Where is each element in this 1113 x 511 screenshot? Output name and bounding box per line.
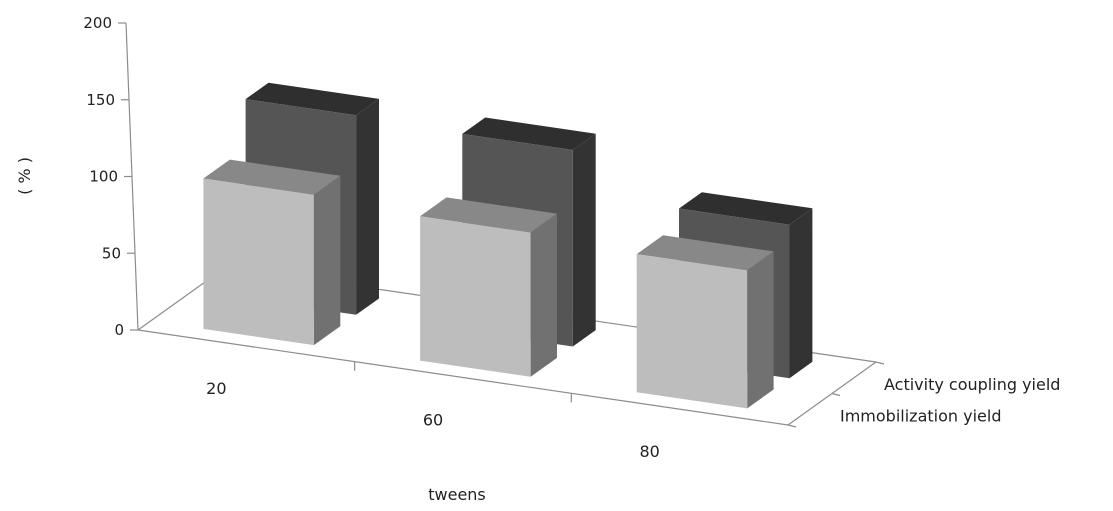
floor-front-edge bbox=[137, 329, 789, 426]
bar-front-face bbox=[636, 254, 748, 409]
bar-immobilization-20 bbox=[203, 159, 341, 346]
bar-front-face bbox=[420, 216, 531, 377]
depth-tick bbox=[875, 361, 885, 365]
y-tick-label: 150 bbox=[86, 91, 115, 109]
x-axis-title: tweens bbox=[428, 485, 486, 504]
y-tick-label: 100 bbox=[89, 168, 118, 186]
bar-immobilization-80 bbox=[636, 235, 774, 409]
bar-side-face bbox=[313, 175, 341, 346]
bar-side-face bbox=[747, 251, 774, 409]
labels: 0 50 100 150 200 20 60 80 Immobilization yield Ac… bbox=[83, 14, 1060, 461]
series-label: Activity coupling yield bbox=[884, 375, 1060, 394]
x-category-label: 80 bbox=[639, 442, 659, 461]
bar-side-face bbox=[356, 98, 379, 315]
bar-side-face bbox=[572, 133, 596, 347]
bar-top-face bbox=[245, 82, 379, 116]
bar-top-face bbox=[420, 197, 557, 233]
y-tick-label: 200 bbox=[83, 14, 112, 32]
series-label: Immobilization yield bbox=[840, 406, 1001, 425]
depth-tick bbox=[831, 392, 841, 397]
bar-top-face bbox=[203, 159, 341, 195]
y-axis-title: ( % ) bbox=[15, 157, 34, 195]
bar-side-face bbox=[530, 213, 557, 377]
y-tick-label: 0 bbox=[114, 321, 124, 339]
y-tick-label: 50 bbox=[102, 244, 121, 262]
x-category-label: 60 bbox=[423, 411, 443, 430]
bar-top-face bbox=[679, 192, 813, 225]
depth-tick bbox=[787, 424, 797, 428]
bar-immobilization-60 bbox=[420, 197, 557, 377]
bar-top-face bbox=[636, 235, 774, 271]
bar-side-face bbox=[789, 208, 813, 379]
bars bbox=[203, 82, 813, 409]
x-category-label: 20 bbox=[206, 379, 226, 398]
bar-front-face bbox=[203, 178, 314, 346]
bar-top-face bbox=[462, 117, 596, 150]
